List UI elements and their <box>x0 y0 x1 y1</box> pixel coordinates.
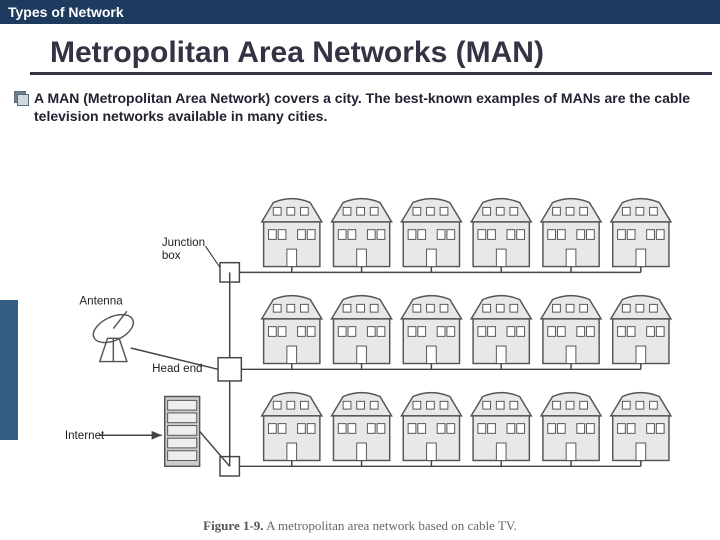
man-diagram: Junctionbox Antenna Head end Internet <box>60 168 700 528</box>
caption-rest: A metropolitan area network based on cab… <box>264 518 517 533</box>
caption-prefix: Figure 1-9. <box>203 518 263 533</box>
svg-text:Internet: Internet <box>65 429 105 442</box>
svg-text:Junction: Junction <box>162 236 205 249</box>
body-row: A MAN (Metropolitan Area Network) covers… <box>14 89 702 125</box>
figure-caption: Figure 1-9. A metropolitan area network … <box>0 518 720 534</box>
svg-text:Head end: Head end <box>152 362 202 375</box>
slide-title: Metropolitan Area Networks (MAN) <box>50 36 720 70</box>
header-title: Types of Network <box>8 4 124 20</box>
title-underline <box>30 72 712 75</box>
body-text: A MAN (Metropolitan Area Network) covers… <box>34 89 702 125</box>
side-accent <box>0 300 18 440</box>
header-bar: Types of Network <box>0 0 720 24</box>
svg-text:Antenna: Antenna <box>79 294 123 307</box>
svg-text:box: box <box>162 249 181 262</box>
bullet-icon <box>14 91 28 105</box>
